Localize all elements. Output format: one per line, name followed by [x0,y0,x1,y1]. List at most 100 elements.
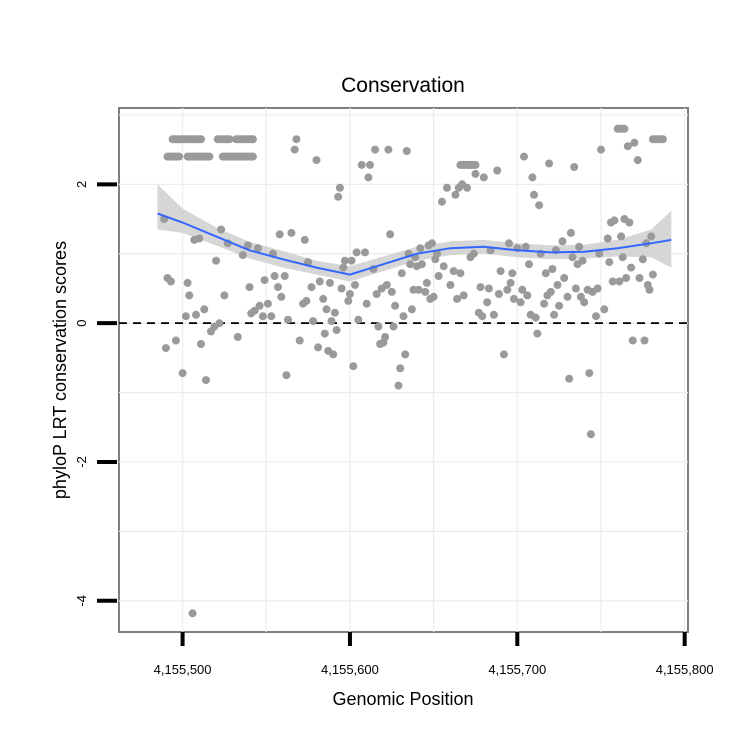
x-tick-label: 4,155,500 [154,662,212,677]
data-point [243,241,252,250]
data-point [416,244,425,253]
data-point [329,350,338,359]
data-point [188,609,197,618]
data-point [248,152,257,161]
data-point [456,269,465,278]
data-point [332,326,341,335]
y-tick-label: 2 [74,181,89,188]
data-point [406,260,415,269]
data-point [371,145,380,154]
data-point [344,296,353,305]
data-point [307,283,316,292]
data-point [640,336,649,345]
data-point [578,256,587,265]
data-point [496,267,505,276]
data-point [394,381,403,390]
data-point [446,281,455,289]
data-point [608,277,617,286]
data-point [566,228,575,237]
data-point [171,336,180,345]
data-point [459,291,468,300]
data-point [322,305,331,314]
grid-lines [119,108,688,632]
data-point [592,312,600,321]
data-point [287,228,296,237]
data-point [282,371,291,380]
data-point [525,260,533,269]
data-point [560,274,569,282]
data-point [627,263,636,272]
data-point [314,343,323,352]
data-point [357,160,366,169]
data-point [233,333,242,341]
data-point [292,135,301,144]
data-point [568,253,577,262]
data-point [295,336,304,345]
data-point [382,281,391,289]
data-point [270,272,279,280]
data-point [603,234,612,243]
data-point [586,430,595,439]
data-point [617,232,626,241]
data-point [399,312,408,321]
data-point [499,350,508,359]
y-tick-label: -2 [74,456,89,468]
data-point [202,376,210,385]
data-point [396,364,405,373]
y-tick-label: -4 [74,595,89,607]
data-point [421,287,430,296]
data-point [349,362,358,371]
data-point [451,190,460,199]
data-point [600,305,609,314]
data-point [658,135,667,144]
data-point [309,317,318,326]
data-point [516,298,525,307]
data-point [605,258,614,267]
data-point [489,310,498,319]
data-point [555,301,564,310]
data-point [535,201,544,210]
data-point [550,310,559,319]
data-point [337,284,346,293]
data-point [335,183,344,192]
data-point [630,138,639,147]
data-point [389,322,398,331]
data-point [386,230,395,239]
data-point [381,333,390,341]
data-point [340,256,349,265]
data-point [647,232,656,241]
data-point [615,277,624,286]
data-point [479,173,488,182]
data-point [387,287,396,296]
y-tick-label: 0 [74,320,89,327]
data-point [181,312,190,321]
data-point [315,277,324,286]
data-point [503,285,512,294]
data-point [250,306,259,315]
data-point [345,290,354,298]
data-point [248,135,257,144]
axes: 4,155,500 4,155,600 4,155,700 4,155,800 -4 -2… [74,181,714,677]
data-point [245,283,254,292]
data-point [384,145,393,154]
data-point [618,253,627,262]
data-point [255,301,264,310]
data-point [429,292,438,301]
data-point [178,369,187,378]
data-point [166,277,175,286]
data-point [438,197,446,206]
data-point [595,249,604,258]
data-point [575,242,584,251]
data-point [362,299,371,308]
data-point [478,312,487,321]
data-point [220,291,229,300]
data-point [633,156,642,165]
data-point [545,159,554,168]
data-point [192,310,200,319]
data-point [267,312,276,321]
data-point [546,287,555,296]
data-point [253,244,262,253]
data-point [518,285,527,294]
data-point [200,305,209,314]
